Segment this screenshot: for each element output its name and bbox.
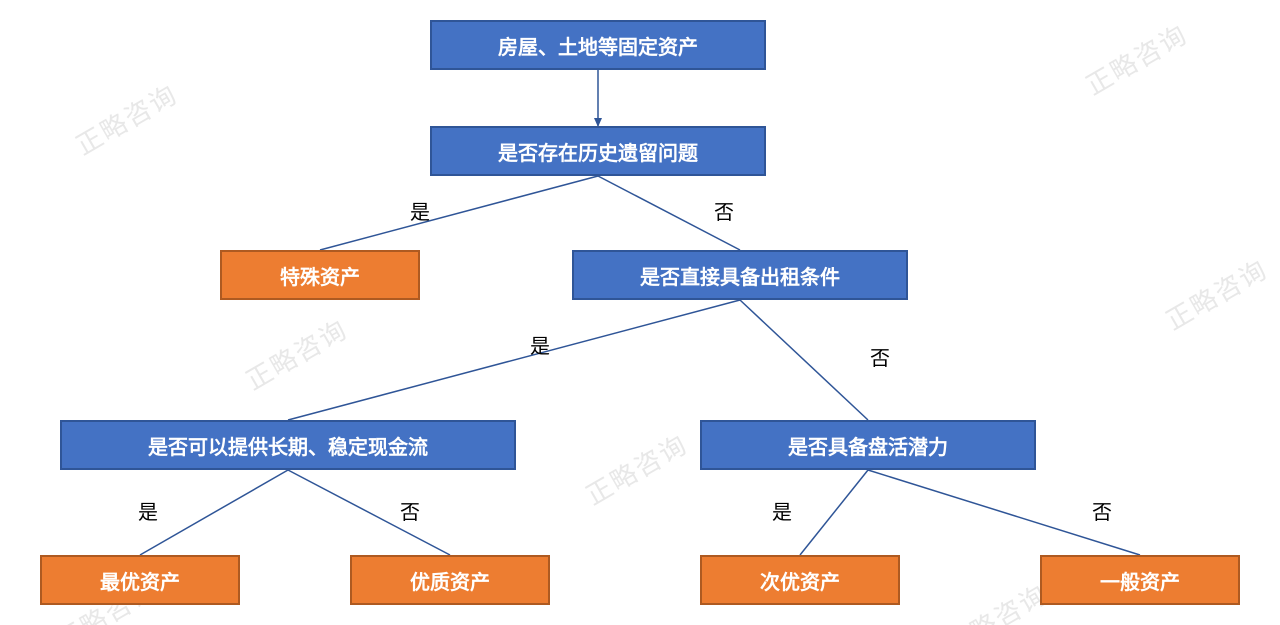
node-label: 次优资产: [760, 566, 840, 595]
node-subopt: 次优资产: [700, 555, 900, 605]
node-q1: 是否存在历史遗留问题: [430, 126, 766, 176]
node-label: 特殊资产: [280, 261, 360, 290]
edge-q1-special: [320, 176, 598, 250]
node-normal: 一般资产: [1040, 555, 1240, 605]
watermark: 正略咨询: [578, 424, 694, 512]
edge-label-q3-best: 是: [138, 496, 158, 525]
edge-label-q3-good: 否: [400, 496, 420, 525]
edge-q3-good: [288, 470, 450, 555]
edge-label-q1-q2: 否: [714, 196, 734, 225]
edge-q3-best: [140, 470, 288, 555]
node-label: 是否存在历史遗留问题: [498, 137, 698, 166]
node-label: 最优资产: [100, 566, 180, 595]
node-root: 房屋、土地等固定资产: [430, 20, 766, 70]
edge-q2-q3: [288, 300, 740, 420]
edge-label-q1-special: 是: [410, 196, 430, 225]
node-label: 是否可以提供长期、稳定现金流: [148, 431, 428, 460]
watermark: 正略咨询: [1158, 249, 1274, 337]
node-q3: 是否可以提供长期、稳定现金流: [60, 420, 516, 470]
node-label: 一般资产: [1100, 566, 1180, 595]
watermark: 正略咨询: [1078, 14, 1194, 102]
node-label: 房屋、土地等固定资产: [498, 31, 698, 60]
node-special: 特殊资产: [220, 250, 420, 300]
edge-label-q4-subopt: 是: [772, 496, 792, 525]
node-q2: 是否直接具备出租条件: [572, 250, 908, 300]
node-label: 是否直接具备出租条件: [640, 261, 840, 290]
node-best: 最优资产: [40, 555, 240, 605]
edge-label-q2-q3: 是: [530, 330, 550, 359]
edge-label-q4-normal: 否: [1092, 496, 1112, 525]
node-q4: 是否具备盘活潜力: [700, 420, 1036, 470]
edge-q2-q4: [740, 300, 868, 420]
watermark: 正略咨询: [68, 74, 184, 162]
node-label: 是否具备盘活潜力: [788, 431, 948, 460]
watermark: 正略咨询: [938, 574, 1054, 625]
node-good: 优质资产: [350, 555, 550, 605]
node-label: 优质资产: [410, 566, 490, 595]
edges-layer: [0, 0, 1280, 625]
edge-q4-subopt: [800, 470, 868, 555]
watermark: 正略咨询: [238, 309, 354, 397]
edge-label-q2-q4: 否: [870, 342, 890, 371]
